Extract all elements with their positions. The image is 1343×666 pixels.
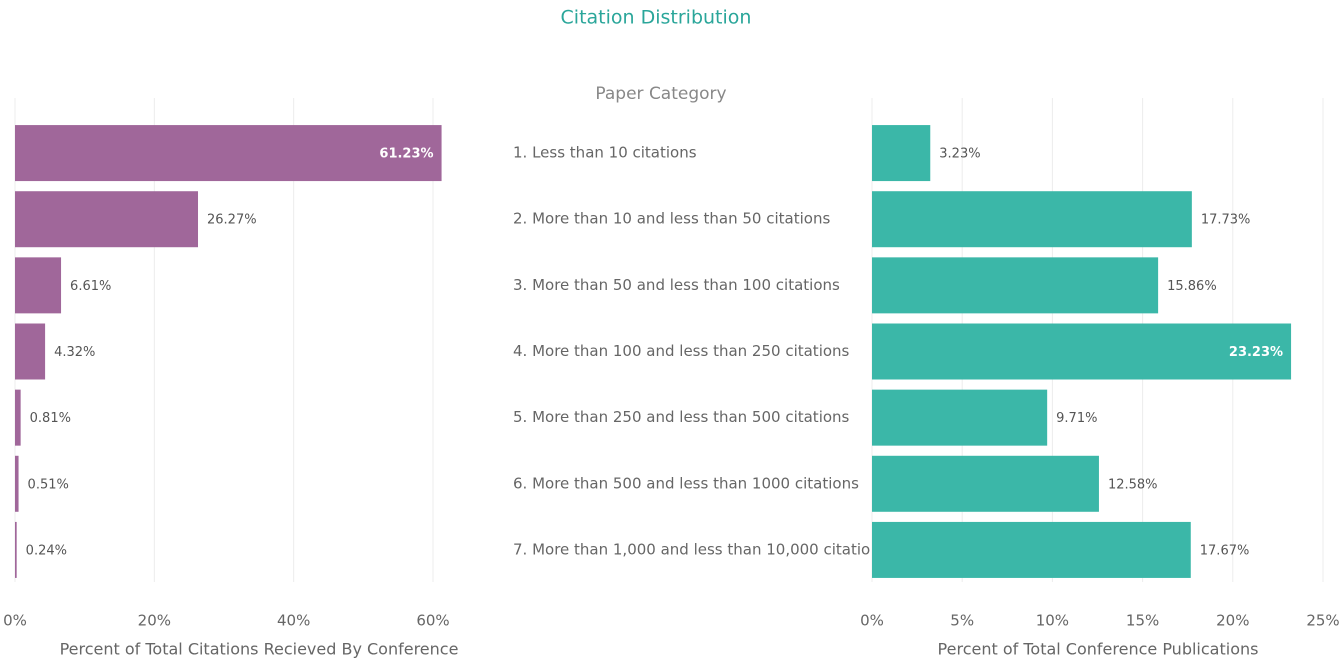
- bar: [15, 521, 17, 578]
- data-label: 17.73%: [1201, 213, 1251, 228]
- x-tick-label: 10%: [1036, 612, 1069, 630]
- category-label: 6. More than 500 and less than 1000 cita…: [513, 474, 859, 492]
- data-label: 6.61%: [70, 279, 111, 294]
- x-tick-label: 25%: [1306, 612, 1339, 630]
- bar: [15, 257, 62, 314]
- bar: [872, 125, 931, 182]
- data-label: 0.24%: [26, 543, 67, 558]
- data-label: 17.67%: [1200, 543, 1250, 558]
- bar: [872, 257, 1159, 314]
- x-tick-label: 15%: [1126, 612, 1159, 630]
- category-label: 3. More than 50 and less than 100 citati…: [513, 276, 840, 294]
- x-tick-label: 0%: [860, 612, 884, 630]
- data-label: 26.27%: [207, 213, 257, 228]
- category-axis-title: Paper Category: [595, 84, 726, 104]
- bar: [872, 521, 1191, 578]
- x-tick-label: 20%: [138, 612, 171, 630]
- x-tick-label: 60%: [416, 612, 449, 630]
- bar: [872, 455, 1099, 512]
- bar: [872, 323, 1292, 380]
- chart-title: Citation Distribution: [561, 7, 752, 29]
- x-tick-label: 40%: [277, 612, 310, 630]
- x-axis-title: Percent of Total Citations Recieved By C…: [60, 640, 459, 659]
- bar: [15, 323, 46, 380]
- data-label: 0.51%: [28, 477, 69, 492]
- category-label: 1. Less than 10 citations: [513, 144, 697, 162]
- category-label: 5. More than 250 and less than 500 citat…: [513, 408, 850, 426]
- data-label: 3.23%: [939, 147, 980, 162]
- data-label: 0.81%: [30, 411, 71, 426]
- category-label: 7. More than 1,000 and less than 10,000 …: [513, 540, 888, 558]
- data-label: 4.32%: [54, 345, 95, 360]
- bar: [15, 389, 21, 446]
- bar: [15, 191, 199, 248]
- data-label: 61.23%: [379, 147, 433, 162]
- x-axis-title: Percent of Total Conference Publications: [938, 640, 1259, 659]
- x-tick-label: 0%: [3, 612, 27, 630]
- data-label: 12.58%: [1108, 477, 1158, 492]
- category-label: 2. More than 10 and less than 50 citatio…: [513, 210, 830, 228]
- x-tick-label: 5%: [950, 612, 974, 630]
- bar: [15, 455, 19, 512]
- bar: [15, 125, 442, 182]
- data-label: 9.71%: [1056, 411, 1097, 426]
- data-label: 15.86%: [1167, 279, 1217, 294]
- data-label: 23.23%: [1229, 345, 1283, 360]
- bar: [872, 191, 1192, 248]
- x-tick-label: 20%: [1216, 612, 1249, 630]
- category-label: 4. More than 100 and less than 250 citat…: [513, 342, 850, 360]
- bar: [872, 389, 1048, 446]
